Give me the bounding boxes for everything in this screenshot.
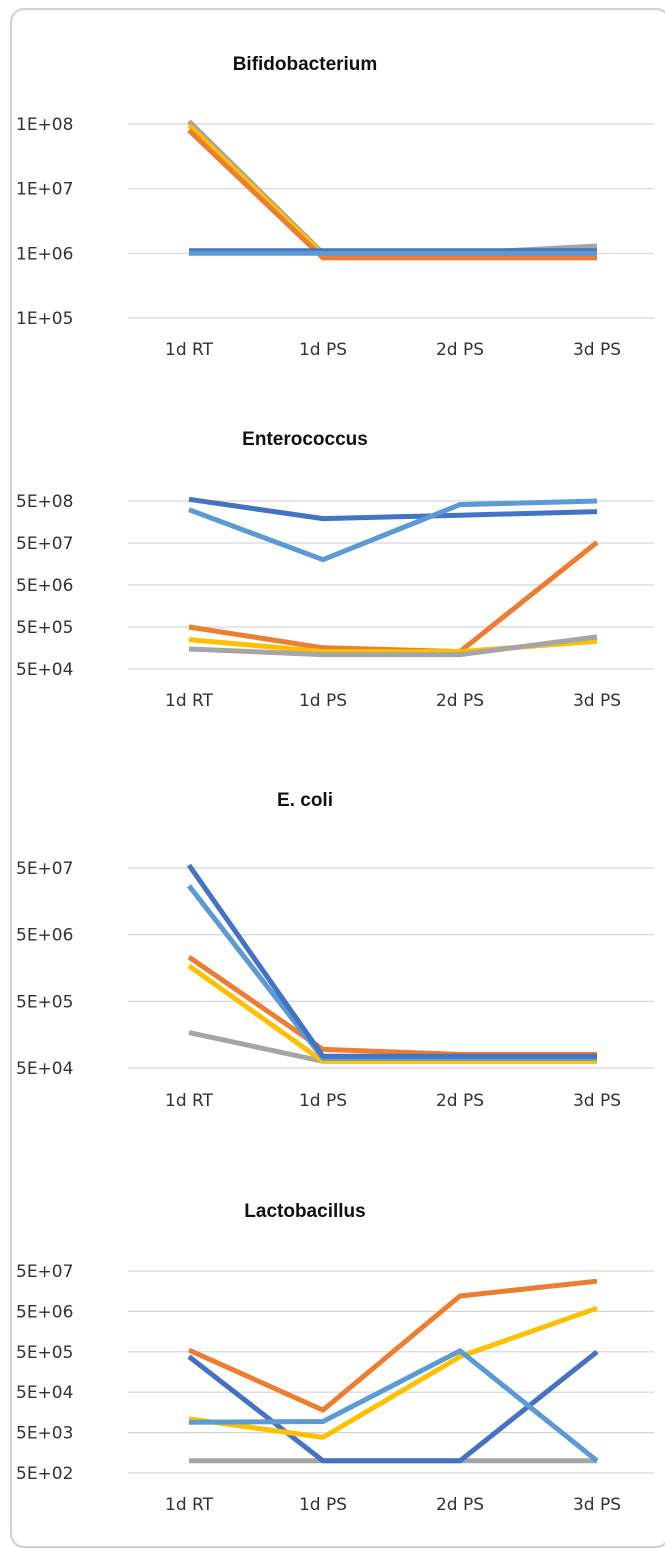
chart-1: 5E+04 5E+05 5E+06 5E+07 5E+08 1d RT 1d PS 2d PS… xyxy=(16,429,654,711)
series-line-series1 xyxy=(188,496,598,522)
series-line-series1 xyxy=(187,1349,599,1464)
x-tick-label: 1d RT xyxy=(165,691,214,711)
chart-title: Bifidobacterium xyxy=(233,54,378,75)
y-tick-label: 5E+06 xyxy=(16,1302,73,1322)
x-tick-label: 2d PS xyxy=(436,1495,484,1515)
x-tick-label: 1d RT xyxy=(165,1091,214,1111)
x-tick-label: 3d PS xyxy=(573,340,621,360)
y-tick-label: 5E+04 xyxy=(16,1059,73,1079)
series-line-series5 xyxy=(187,884,597,1061)
series-line-series2 xyxy=(187,1278,598,1413)
chart-0: 1E+05 1E+06 1E+07 1E+08 1d RT 1d PS 2d PS 3d PS… xyxy=(16,54,654,360)
x-tick-label: 1d PS xyxy=(299,340,347,360)
y-tick-label: 1E+07 xyxy=(16,180,73,200)
y-tick-label: 5E+02 xyxy=(16,1464,73,1484)
chart-frame xyxy=(10,8,665,1548)
x-tick-label: 3d PS xyxy=(573,1091,621,1111)
series-line-series4 xyxy=(188,1305,598,1440)
series-line-series2 xyxy=(188,540,599,655)
y-tick-label: 5E+04 xyxy=(16,1383,73,1403)
y-tick-label: 5E+04 xyxy=(16,660,73,680)
y-tick-label: 5E+07 xyxy=(16,534,73,554)
y-tick-label: 5E+07 xyxy=(16,1262,73,1282)
x-tick-label: 1d RT xyxy=(165,1495,214,1515)
chart-title: Lactobacillus xyxy=(244,1201,365,1222)
y-tick-label: 5E+05 xyxy=(16,1343,73,1363)
x-tick-label: 2d PS xyxy=(436,691,484,711)
x-tick-label: 1d PS xyxy=(299,1495,347,1515)
x-tick-label: 3d PS xyxy=(573,1495,621,1515)
y-tick-label: 5E+08 xyxy=(16,492,73,512)
series-line-series5 xyxy=(188,1348,599,1463)
y-tick-label: 5E+07 xyxy=(16,859,73,879)
x-tick-label: 1d PS xyxy=(299,1091,347,1111)
chart-title: Enterococcus xyxy=(242,429,368,450)
series-line-series5 xyxy=(188,498,598,563)
y-tick-label: 5E+05 xyxy=(16,992,73,1012)
series-line-series1 xyxy=(186,863,597,1059)
y-tick-label: 5E+06 xyxy=(16,926,73,946)
series-line-series3 xyxy=(188,634,598,658)
chart-title: E. coli xyxy=(277,790,333,811)
y-tick-label: 1E+06 xyxy=(16,244,73,264)
chart-3: 5E+02 5E+03 5E+04 5E+05 5E+06 5E+07 1d RT 1d PS… xyxy=(16,1201,654,1515)
x-tick-label: 1d RT xyxy=(165,340,214,360)
series-line-series2 xyxy=(187,128,597,261)
y-tick-label: 5E+05 xyxy=(16,618,73,638)
x-tick-label: 3d PS xyxy=(573,691,621,711)
series-line-series2 xyxy=(187,955,597,1057)
x-tick-label: 2d PS xyxy=(436,1091,484,1111)
x-tick-label: 2d PS xyxy=(436,340,484,360)
x-tick-label: 1d PS xyxy=(299,691,347,711)
y-tick-label: 5E+06 xyxy=(16,576,73,596)
series-line-series4 xyxy=(187,963,597,1064)
chart-2: 5E+04 5E+05 5E+06 5E+07 1d RT 1d PS 2d PS 3d PS… xyxy=(16,790,654,1111)
y-tick-label: 1E+08 xyxy=(16,115,73,135)
y-tick-label: 1E+05 xyxy=(16,309,73,329)
y-tick-label: 5E+03 xyxy=(16,1424,73,1444)
